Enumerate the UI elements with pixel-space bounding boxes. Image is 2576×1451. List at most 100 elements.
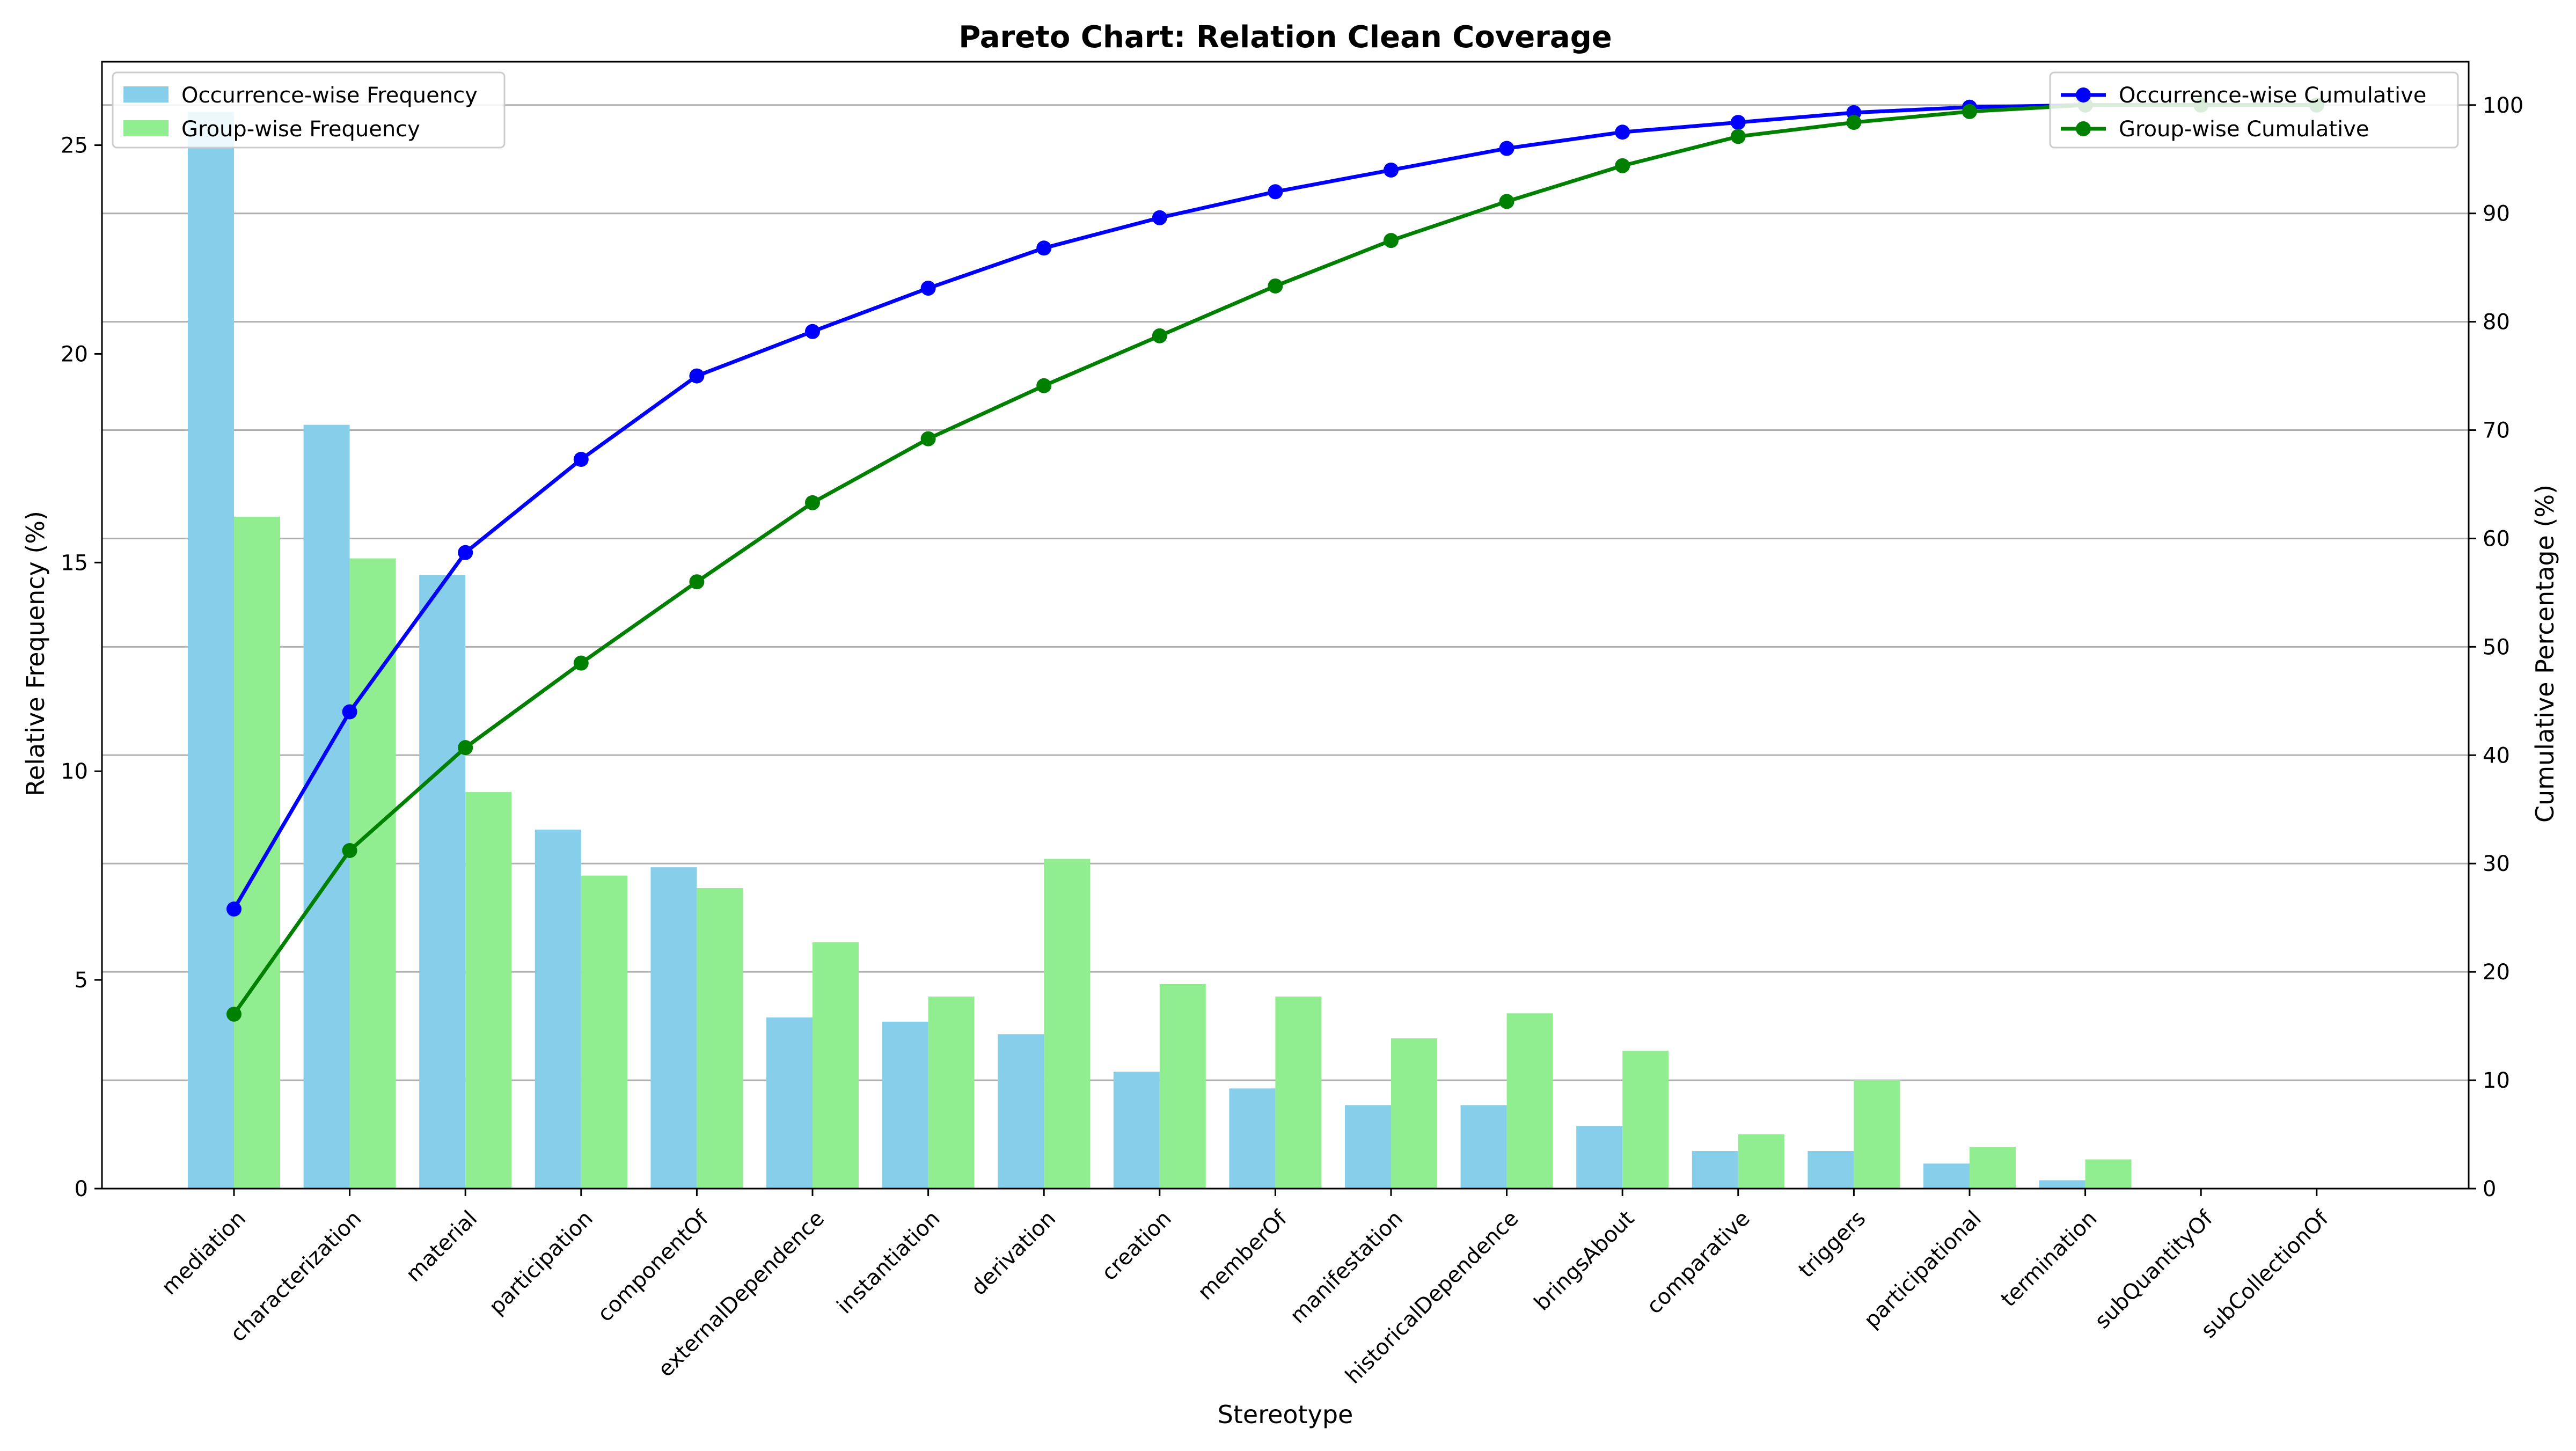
bar-occurrence [1345,1105,1391,1189]
legend-marker [2076,87,2091,102]
bar-group [697,888,743,1189]
bar-occurrence [419,575,466,1189]
legend-swatch [123,120,169,136]
point-occurrence-cumulative [1036,240,1052,256]
x-tick-label: subQuantityOf [2090,1206,2218,1333]
y2-tick-label: 40 [2483,743,2510,768]
bar-occurrence [998,1034,1044,1189]
legend-cumulative: Occurrence-wise Cumulative Group-wise Cum… [2049,71,2459,149]
y2-tick-label: 60 [2483,526,2510,551]
point-occurrence-cumulative [1152,210,1167,225]
y-tick-label: 5 [75,968,88,993]
bar-group [465,792,512,1189]
legend-label: Occurrence-wise Frequency [181,83,478,108]
legend-box [112,71,506,149]
point-group-cumulative [458,740,473,756]
bar-occurrence [650,867,697,1189]
point-occurrence-cumulative [1384,162,1399,178]
x-tick-label: triggers [1794,1206,1871,1283]
point-occurrence-cumulative [1499,141,1514,156]
bar-occurrence [1229,1088,1276,1189]
legend-label: Occurrence-wise Cumulative [2119,83,2426,108]
x-tick-label: derivation [967,1206,1061,1301]
x-tick-label: participational [1860,1206,1986,1333]
point-group-cumulative [226,1006,241,1022]
bar-group [928,996,975,1189]
bar-group [1970,1147,2016,1189]
legend-label: Group-wise Cumulative [2119,117,2369,142]
y-axis-label: Relative Frequency (%) [21,511,50,796]
point-group-cumulative [573,655,589,671]
y2-tick-label: 70 [2483,419,2510,443]
point-group-cumulative [1384,233,1399,248]
bar-group [1159,984,1206,1189]
point-group-cumulative [1730,129,1746,144]
point-occurrence-cumulative [226,902,241,917]
point-occurrence-cumulative [689,368,705,384]
point-group-cumulative [342,843,357,858]
point-group-cumulative [1152,328,1167,343]
y-tick-label: 15 [61,551,88,575]
point-occurrence-cumulative [342,704,357,720]
bar-group [1738,1134,1784,1189]
y2-tick-label: 80 [2483,310,2510,335]
point-occurrence-cumulative [1730,115,1746,130]
line-occurrence-cumulative [232,103,2317,910]
y2-axis-label: Cumulative Percentage (%) [2530,485,2559,823]
point-occurrence-cumulative [1268,184,1283,200]
legend-label: Group-wise Frequency [181,117,420,142]
x-tick-label: termination [1996,1206,2102,1312]
bar-group [1044,859,1091,1189]
bar-group [349,558,396,1189]
x-tick-label: manifestation [1285,1206,1408,1329]
x-tick-label: bringsAbout [1529,1206,1639,1316]
bar-group [1506,1013,1553,1189]
point-group-cumulative [805,495,820,510]
bar-occurrence [188,112,234,1189]
x-tick-label: mediation [157,1206,251,1300]
y2-tick-label: 30 [2483,852,2510,876]
bar-group [1391,1038,1437,1189]
y-tick-label: 0 [75,1177,88,1201]
bar-occurrence [766,1017,813,1189]
bar-occurrence [2039,1180,2085,1189]
point-group-cumulative [1268,278,1283,294]
x-tick-label: participation [485,1206,598,1320]
x-tick-label: comparative [1642,1206,1755,1319]
x-tick-label: instantiation [832,1206,945,1319]
y-axis-ticks: 0 5 10 15 20 25 [61,134,102,1201]
chart-title: Pareto Chart: Relation Clean Coverage [958,20,1612,55]
point-group-cumulative [1499,194,1514,209]
plot-frame [101,61,2470,1190]
bar-occurrence [1923,1163,1970,1189]
bar-group [1275,996,1322,1189]
bar-occurrence [1692,1151,1738,1189]
bar-occurrence [1113,1072,1160,1189]
x-axis-label: Stereotype [1218,1400,1353,1429]
point-group-cumulative [1846,115,1862,130]
y-tick-label: 20 [61,342,88,367]
y2-tick-label: 10 [2483,1068,2510,1093]
point-group-cumulative [689,574,705,590]
x-tick-label: memberOf [1193,1206,1292,1305]
point-occurrence-cumulative [1615,124,1630,140]
x-tick-label: subCollectionOf [2197,1206,2334,1343]
point-occurrence-cumulative [458,545,473,560]
bar-occurrence [535,830,581,1189]
bar-group [2085,1159,2132,1189]
y2-axis-ticks: 0 10 20 30 40 50 60 70 80 90 100 [2469,93,2523,1201]
legend-frequency: Occurrence-wise Frequency Group-wise Freq… [112,71,506,149]
y2-tick-label: 0 [2483,1177,2496,1201]
y2-tick-label: 90 [2483,202,2510,226]
bars [188,112,2132,1189]
y2-tick-label: 50 [2483,635,2510,659]
bar-occurrence [303,424,350,1189]
x-tick-label: material [401,1206,482,1287]
point-group-cumulative [1962,104,1977,119]
point-occurrence-cumulative [573,452,589,467]
bar-group [234,516,280,1189]
bar-occurrence [1576,1126,1623,1189]
bar-occurrence [1807,1151,1854,1189]
bar-group [813,942,859,1189]
